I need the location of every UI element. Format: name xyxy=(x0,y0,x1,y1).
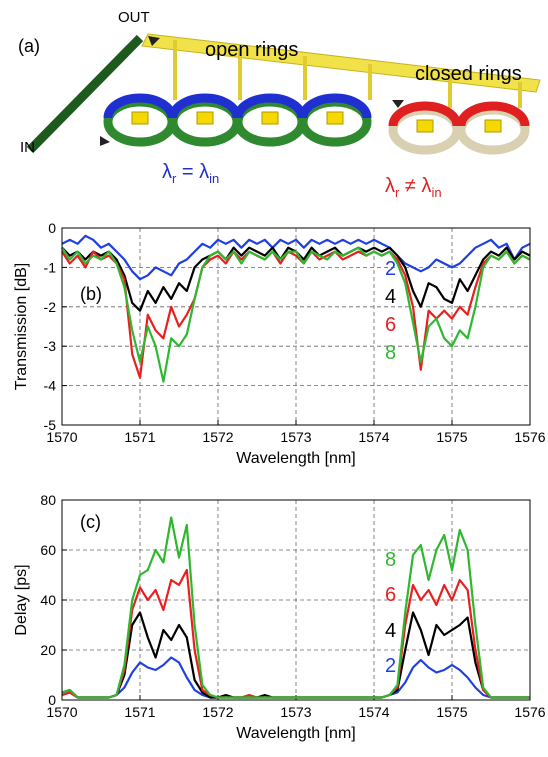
rings xyxy=(103,93,530,155)
x-tick-label: 1573 xyxy=(280,429,311,445)
subscript: in xyxy=(209,171,219,186)
x-tick-label: 1573 xyxy=(280,704,311,720)
series-line xyxy=(61,516,530,699)
in-label: IN xyxy=(20,139,35,156)
x-axis-label: Wavelength [nm] xyxy=(236,725,355,742)
x-tick-label: 1576 xyxy=(514,429,545,445)
y-tick-label: 0 xyxy=(48,692,56,708)
y-axis-label: Delay [ps] xyxy=(13,564,30,635)
y-tick-label: 80 xyxy=(40,492,56,508)
symbol: ≠ λ xyxy=(399,175,431,197)
y-tick-label: 60 xyxy=(40,542,56,558)
open-rings-label: open rings xyxy=(205,39,298,61)
y-tick-label: -2 xyxy=(44,299,57,315)
y-tick-label: -1 xyxy=(44,259,57,275)
series-line xyxy=(61,234,531,281)
series-label: 2 xyxy=(385,655,396,677)
series-line xyxy=(61,250,531,379)
x-tick-label: 1575 xyxy=(436,704,467,720)
x-tick-label: 1574 xyxy=(358,704,389,720)
subscript: in xyxy=(431,185,441,200)
chart: 0 20 40 60 80 1570 1571 1572 1573 1574 1575 1576 Wav… xyxy=(13,492,546,742)
ring-diagram: (a) OUT IN open rings closed rings λr = … xyxy=(18,9,541,200)
x-tick-label: 1572 xyxy=(202,704,233,720)
series-label: 4 xyxy=(385,620,396,642)
series-label: 8 xyxy=(385,549,396,571)
subscript: r xyxy=(395,185,400,200)
io-waveguide xyxy=(26,34,144,154)
x-tick-label: 1571 xyxy=(124,429,155,445)
series-label: 8 xyxy=(385,342,396,364)
x-tick-label: 1574 xyxy=(358,429,389,445)
y-tick-label: -5 xyxy=(44,417,57,433)
plot-frame xyxy=(61,499,531,701)
x-tick-label: 1572 xyxy=(202,429,233,445)
closed-rings-label: closed rings xyxy=(415,63,522,85)
panel-label: (b) xyxy=(80,284,102,304)
heaters xyxy=(131,111,502,133)
x-tick-label: 1575 xyxy=(436,429,467,445)
panel-label: (a) xyxy=(18,36,40,56)
series-label: 6 xyxy=(385,584,396,606)
lambda-closed: λr ≠ λin xyxy=(385,175,442,200)
connectors xyxy=(173,40,522,108)
x-tick-label: 1570 xyxy=(46,704,77,720)
series-label: 2 xyxy=(385,258,396,280)
out-label: OUT xyxy=(118,9,150,26)
series-line xyxy=(61,246,531,383)
chart: -5 -4 -3 -2 -1 0 1570 1571 1572 1573 1574 1575 1576 W… xyxy=(13,220,546,467)
y-tick-label: 0 xyxy=(48,220,56,236)
x-axis-label: Wavelength [nm] xyxy=(236,450,355,467)
y-tick-label: 40 xyxy=(40,592,56,608)
y-tick-label: -3 xyxy=(44,338,57,354)
x-tick-label: 1576 xyxy=(514,704,545,720)
x-tick-label: 1570 xyxy=(46,429,77,445)
y-tick-label: 20 xyxy=(40,642,56,658)
arrows xyxy=(100,36,404,146)
x-tick-label: 1571 xyxy=(124,704,155,720)
y-tick-label: -4 xyxy=(44,378,57,394)
panel-label: (c) xyxy=(80,512,101,532)
series-label: 4 xyxy=(385,286,396,308)
symbol: λ xyxy=(162,161,172,183)
series-label: 6 xyxy=(385,314,396,336)
plot-frame xyxy=(61,227,531,426)
subscript: r xyxy=(172,171,177,186)
y-axis-label: Transmission [dB] xyxy=(13,263,30,390)
lambda-open: λr = λin xyxy=(162,161,219,186)
symbol: λ xyxy=(385,175,395,197)
symbol: = λ xyxy=(176,161,209,183)
